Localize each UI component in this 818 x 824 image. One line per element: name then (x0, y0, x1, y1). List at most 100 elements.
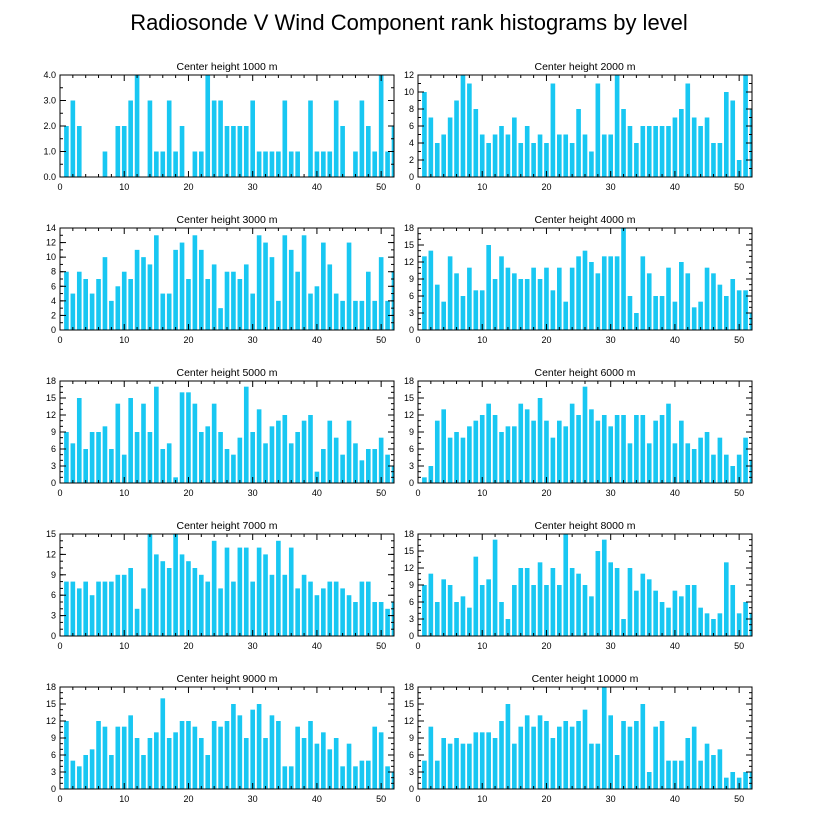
y-tick-label: 10 (46, 252, 56, 262)
histogram-bar (454, 602, 459, 636)
x-tick-label: 50 (376, 794, 386, 804)
histogram-bar (224, 271, 230, 330)
panel-title: Center height 8000 m (535, 520, 636, 532)
histogram-bar (595, 420, 601, 483)
figure-title: Radiosonde V Wind Component rank histogr… (130, 10, 688, 35)
x-tick-label: 20 (541, 641, 551, 651)
histogram-bar (518, 726, 524, 789)
histogram-bar (224, 449, 230, 483)
histogram-bar (601, 539, 607, 636)
histogram-bar (627, 443, 633, 483)
x-tick-label: 30 (606, 488, 616, 498)
histogram-bar (263, 554, 268, 636)
histogram-bar (447, 585, 453, 636)
x-tick-label: 30 (606, 335, 616, 345)
histogram-bar (723, 777, 729, 789)
histogram-bar (237, 126, 243, 177)
histogram-bar (518, 568, 524, 636)
histogram-bar (698, 437, 703, 483)
histogram-bar (646, 443, 652, 483)
y-tick-label: 9 (409, 580, 414, 590)
histogram-bar (441, 134, 447, 177)
y-tick-label: 12 (404, 70, 414, 80)
y-tick-label: 3 (409, 767, 414, 777)
histogram-bar (154, 554, 159, 636)
histogram-bar (743, 290, 748, 330)
histogram-panel: Center height 10000 m 0 10 20 30 40 50 0 3 6 9 12 15… (404, 673, 753, 804)
histogram-bar (691, 449, 697, 483)
histogram-bar (653, 590, 658, 636)
x-tick-label: 0 (57, 794, 62, 804)
histogram-bar (385, 766, 390, 789)
histogram-bar (385, 151, 390, 177)
histogram-bar (492, 415, 498, 483)
histogram-bar (518, 279, 524, 330)
histogram-bar (218, 308, 223, 330)
histogram-bar (691, 585, 697, 636)
histogram-bar (460, 596, 466, 636)
histogram-bar (589, 409, 594, 483)
histogram-bar (467, 743, 472, 789)
histogram-bar (205, 279, 211, 330)
x-tick-label: 40 (312, 182, 322, 192)
histogram-bar (134, 75, 140, 177)
histogram-bar (269, 715, 275, 789)
y-tick-label: 0 (409, 325, 414, 335)
histogram-bar (434, 602, 440, 636)
histogram-bar (96, 279, 101, 330)
histogram-bar (147, 264, 153, 330)
histogram-bar (192, 726, 198, 789)
histogram-bar (447, 437, 453, 483)
histogram-bar (499, 602, 504, 636)
histogram-bar (691, 117, 697, 177)
histogram-bar (237, 279, 243, 330)
histogram-bar (666, 267, 671, 330)
histogram-bar (76, 588, 82, 636)
histogram-bar (301, 420, 307, 483)
panel-title: Center height 3000 m (177, 214, 278, 226)
y-tick-label: 2.0 (43, 121, 56, 131)
histogram-bar (736, 454, 742, 483)
histogram-bar (672, 301, 678, 330)
histogram-bar (576, 721, 581, 789)
histogram-bar (608, 562, 614, 636)
histogram-bar (621, 415, 626, 483)
histogram-bar (640, 704, 646, 789)
histogram-bar (531, 143, 536, 177)
histogram-bar (447, 256, 453, 330)
histogram-bar (321, 732, 326, 789)
y-tick-label: 1.0 (43, 147, 56, 157)
y-tick-label: 12 (404, 716, 414, 726)
histogram-bar (102, 257, 108, 330)
histogram-bar (672, 760, 678, 789)
x-tick-label: 0 (415, 641, 420, 651)
histogram-bar (365, 126, 371, 177)
histogram-bar (666, 607, 671, 636)
histogram-bar (621, 109, 626, 177)
histogram-bar (569, 568, 575, 636)
histogram-bar (505, 134, 511, 177)
histogram-bar (659, 721, 665, 789)
x-tick-label: 40 (312, 794, 322, 804)
x-tick-label: 40 (670, 182, 680, 192)
y-tick-label: 18 (404, 223, 414, 233)
histogram-bar (205, 581, 211, 636)
histogram-bar (314, 286, 320, 330)
histogram-bar (308, 581, 313, 636)
y-tick-label: 12 (46, 716, 56, 726)
x-tick-label: 40 (312, 488, 322, 498)
histogram-bar (666, 126, 671, 177)
y-tick-label: 0 (51, 784, 56, 794)
histogram-bar (563, 721, 569, 789)
x-tick-label: 50 (376, 641, 386, 651)
histogram-bar (556, 585, 562, 636)
histogram-bar (256, 704, 262, 789)
histogram-bar (327, 420, 333, 483)
histogram-bar (595, 551, 601, 636)
histogram-bar (518, 403, 524, 483)
y-tick-label: 0 (51, 325, 56, 335)
histogram-bar (479, 585, 485, 636)
histogram-bar (333, 293, 339, 330)
x-tick-label: 40 (670, 335, 680, 345)
y-tick-label: 3 (409, 614, 414, 624)
